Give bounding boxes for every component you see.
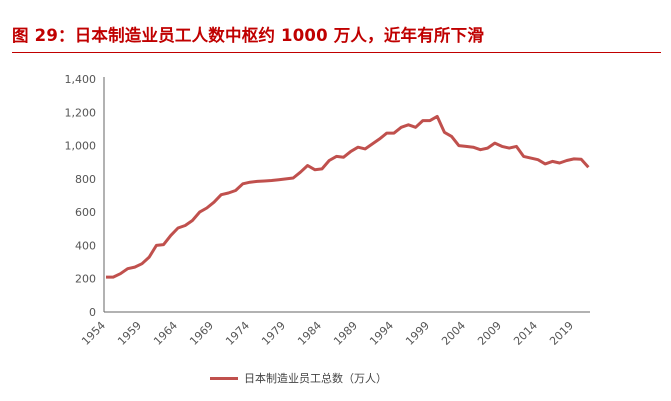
title-divider bbox=[12, 52, 661, 53]
x-tick-label: 2019 bbox=[547, 319, 576, 348]
y-tick-label: 0 bbox=[89, 306, 96, 319]
x-tick-label: 2004 bbox=[439, 319, 468, 348]
x-tick-label: 1984 bbox=[295, 319, 324, 348]
x-tick-label: 1954 bbox=[79, 319, 108, 348]
y-tick-label: 1,200 bbox=[65, 106, 97, 119]
y-tick-label: 200 bbox=[75, 273, 96, 286]
y-tick-label: 400 bbox=[75, 239, 96, 252]
x-tick-label: 1989 bbox=[331, 319, 360, 348]
chart-title: 图 29：日本制造业员工人数中枢约 1000 万人，近年有所下滑 bbox=[12, 26, 485, 45]
x-tick-label: 2009 bbox=[475, 319, 504, 348]
series-line bbox=[106, 114, 590, 279]
legend-label: 日本制造业员工总数（万人） bbox=[244, 372, 387, 385]
y-tick-label: 1,400 bbox=[65, 73, 97, 86]
x-tick-label: 2014 bbox=[511, 319, 540, 348]
y-tick-label: 800 bbox=[75, 173, 96, 186]
y-tick-label: 1,000 bbox=[65, 140, 97, 153]
legend: 日本制造业员工总数（万人） bbox=[210, 370, 387, 386]
x-tick-label: 1974 bbox=[223, 319, 252, 348]
x-tick-label: 1969 bbox=[187, 319, 216, 348]
x-tick-label: 1999 bbox=[403, 319, 432, 348]
y-tick-label: 600 bbox=[75, 206, 96, 219]
x-tick-label: 1979 bbox=[259, 319, 288, 348]
legend-swatch bbox=[210, 376, 238, 380]
x-tick-label: 1959 bbox=[115, 319, 144, 348]
x-tick-label: 1964 bbox=[151, 319, 180, 348]
x-tick-label: 1994 bbox=[367, 319, 396, 348]
